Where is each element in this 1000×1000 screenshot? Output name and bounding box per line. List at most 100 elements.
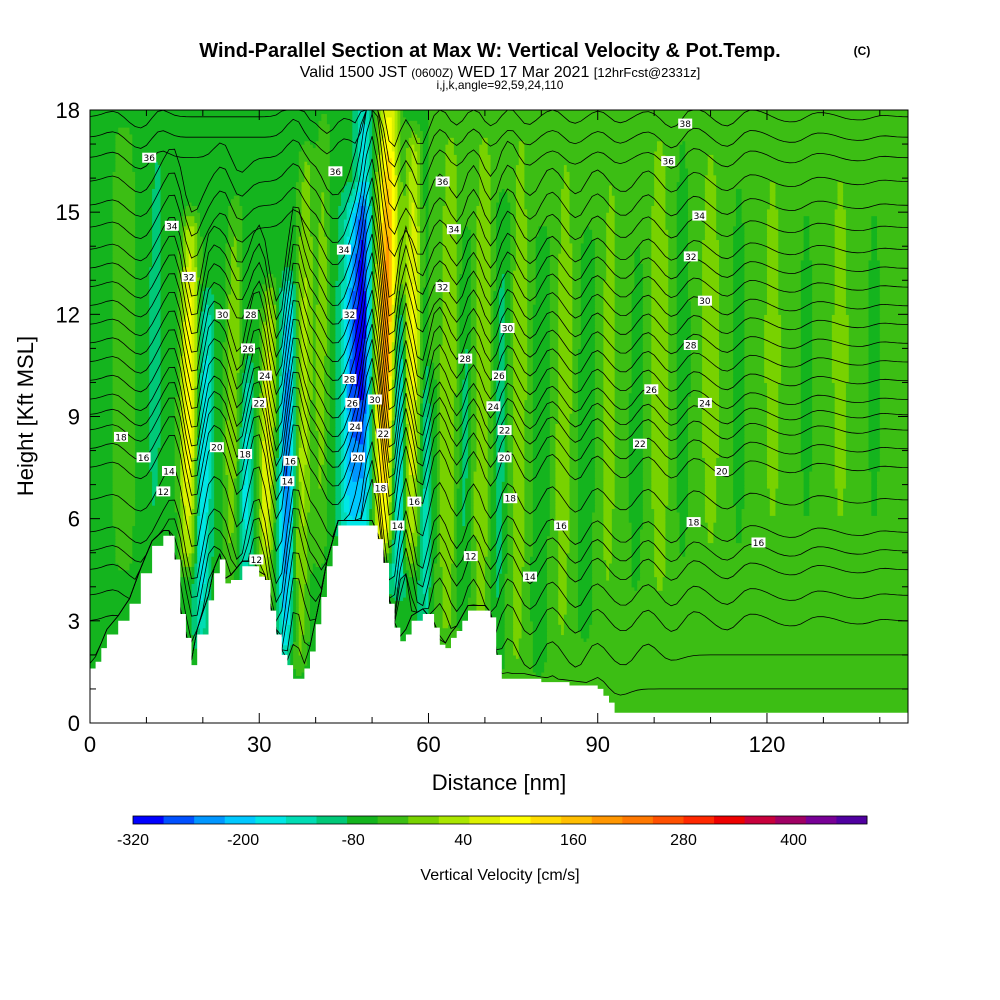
velocity-cell (200, 477, 210, 482)
velocity-cell (558, 573, 568, 578)
velocity-cell (374, 467, 379, 472)
velocity-cell (180, 573, 193, 578)
velocity-cell (476, 453, 489, 458)
velocity-cell (208, 545, 215, 550)
velocity-cell (868, 460, 881, 465)
velocity-cell (281, 562, 286, 567)
velocity-cell (278, 576, 283, 581)
velocity-cell (744, 498, 771, 503)
velocity-cell (549, 443, 557, 448)
velocity-cell (397, 528, 401, 533)
velocity-cell (493, 470, 497, 475)
velocity-cell (417, 566, 421, 571)
velocity-cell (744, 494, 771, 499)
velocity-cell (403, 457, 407, 462)
velocity-cell (566, 583, 579, 588)
velocity-cell (112, 505, 136, 510)
velocity-cell (405, 576, 421, 581)
velocity-cell (253, 467, 258, 472)
velocity-cell (397, 460, 401, 465)
velocity-cell (236, 511, 241, 516)
velocity-cell (326, 474, 336, 479)
velocity-cell (439, 477, 455, 482)
velocity-cell (197, 494, 201, 499)
velocity-cell (400, 498, 404, 503)
velocity-cell (496, 505, 503, 510)
velocity-cell (476, 450, 489, 455)
velocity-cell (403, 460, 407, 465)
velocity-cell (555, 498, 571, 503)
velocity-cell (180, 532, 184, 537)
velocity-cell (592, 610, 908, 615)
velocity-cell (335, 457, 342, 462)
velocity-cell (436, 522, 441, 527)
velocity-cell (388, 535, 393, 540)
velocity-cell (307, 579, 311, 584)
velocity-cell (487, 436, 494, 441)
velocity-cell (704, 467, 717, 472)
velocity-cell (276, 590, 280, 595)
velocity-cell (270, 576, 274, 581)
velocity-cell (391, 593, 407, 598)
velocity-cell (307, 562, 314, 567)
velocity-cell (679, 545, 686, 550)
velocity-cell (484, 556, 492, 561)
velocity-cell (321, 481, 328, 486)
velocity-cell (191, 545, 195, 550)
velocity-cell (380, 436, 387, 441)
velocity-cell (603, 505, 616, 510)
velocity-cell (391, 484, 396, 489)
velocity-cell (434, 573, 444, 578)
velocity-cell (276, 556, 280, 561)
velocity-cell (521, 610, 531, 615)
velocity-cell (524, 467, 534, 472)
velocity-cell (549, 508, 557, 513)
velocity-cell (651, 464, 669, 469)
velocity-cell (654, 556, 667, 561)
velocity-cell (487, 460, 494, 465)
velocity-cell (200, 631, 204, 636)
velocity-cell (532, 488, 551, 493)
velocity-cell (278, 464, 283, 469)
velocity-cell (273, 539, 277, 544)
velocity-cell (465, 484, 472, 489)
velocity-cell (278, 501, 283, 506)
velocity-cell (631, 525, 644, 530)
velocity-cell (470, 440, 478, 445)
velocity-cell (194, 447, 198, 452)
velocity-cell (403, 528, 407, 533)
velocity-cell (611, 545, 633, 550)
velocity-cell (420, 532, 424, 537)
velocity-cell (546, 562, 559, 567)
valid-date: WED 17 Mar 2021 (458, 64, 590, 81)
velocity-cell (476, 579, 486, 584)
velocity-cell (558, 556, 568, 561)
velocity-cell (549, 481, 557, 486)
velocity-cell (532, 542, 548, 547)
velocity-cell (276, 501, 280, 506)
velocity-cell (603, 508, 613, 513)
velocity-cell (307, 450, 311, 455)
velocity-cell (247, 522, 252, 527)
velocity-cell (397, 494, 401, 499)
velocity-cell (293, 579, 297, 584)
velocity-cell (549, 511, 557, 516)
velocity-cell (546, 556, 559, 561)
velocity-cell (496, 539, 503, 544)
velocity-cell (403, 484, 407, 489)
velocity-cell (180, 511, 184, 516)
velocity-cell (631, 532, 641, 537)
velocity-cell (388, 576, 396, 581)
velocity-cell (524, 549, 534, 554)
velocity-cell (628, 501, 644, 506)
velocity-cell (569, 515, 579, 520)
velocity-cell (451, 562, 458, 567)
velocity-cell (403, 559, 407, 564)
velocity-cell (239, 528, 243, 533)
velocity-cell (733, 460, 745, 465)
velocity-cell (577, 603, 593, 608)
velocity-cell (845, 450, 870, 455)
velocity-cell (194, 491, 198, 496)
velocity-cell (716, 515, 737, 520)
velocity-cell (276, 488, 280, 493)
